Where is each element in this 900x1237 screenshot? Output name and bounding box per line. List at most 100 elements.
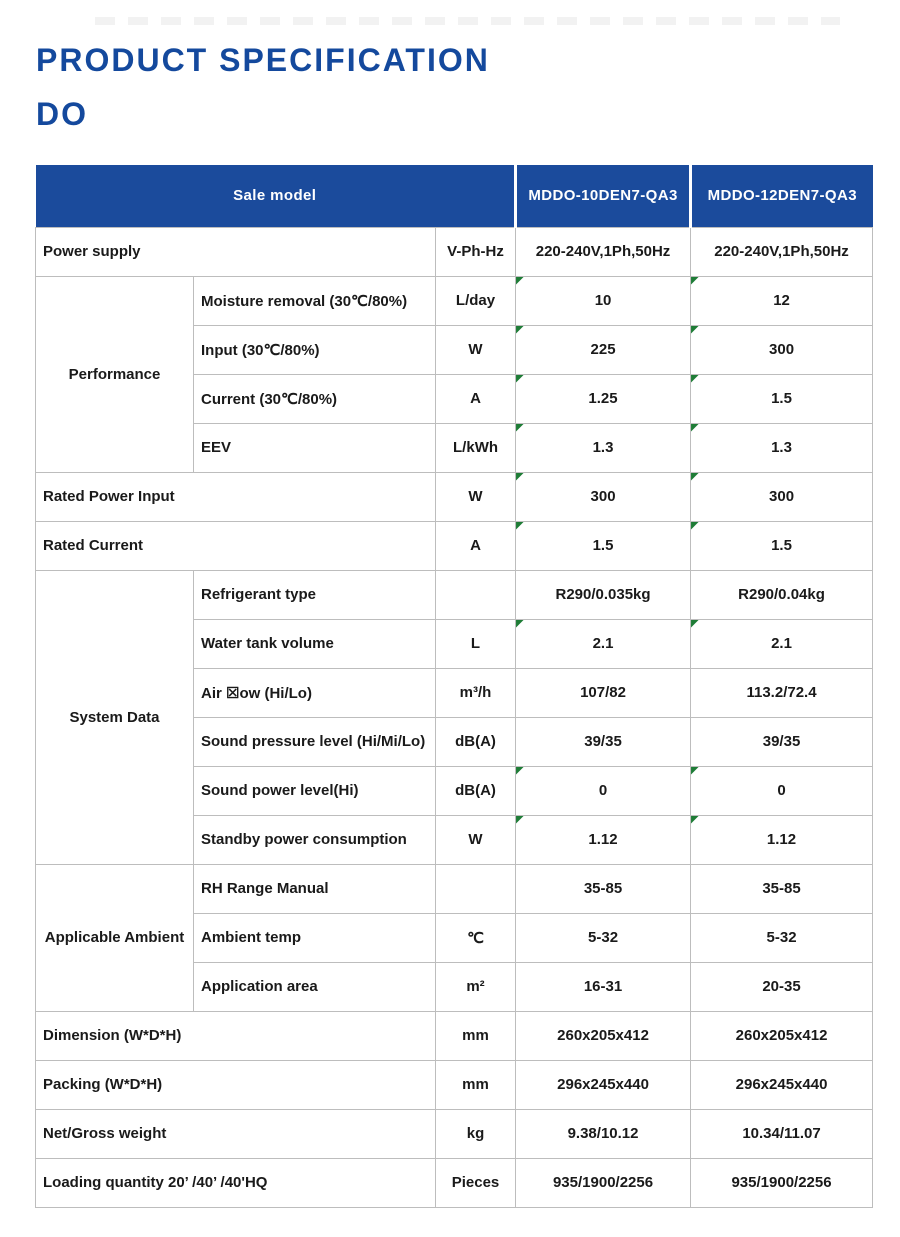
value-cell-model-2: 296x245x440 [690,1059,874,1110]
table-row: Sound pressure level (Hi/Mi/Lo) dB(A) 39/3… [36,716,874,767]
cutoff-text-remnant [95,17,840,25]
value-text: 225 [590,341,616,358]
table-row: Standby power consumption W 1.12 1.12 [36,814,874,865]
unit-cell: mm [434,1059,517,1110]
value-cell-model-2: R290/0.04kg [690,569,874,620]
value-cell-model-1: 2.1 [515,618,692,669]
cell-flag-triangle-icon [691,473,700,481]
row-label: Power supply [35,226,436,277]
value-text: 1.5 [771,390,792,407]
cell-flag-triangle-icon [516,522,525,530]
unit-cell: A [434,520,517,571]
group-cell: Applicable Ambient [35,863,194,1012]
cell-flag-triangle-icon [691,277,700,285]
page-subtitle: DO [36,96,88,132]
cell-flag-triangle-icon [516,277,525,285]
table-row: Application area m² 16-31 20-35 [36,961,874,1012]
spec-table-body: Power supply V-Ph-Hz 220-240V,1Ph,50Hz 220-… [35,226,874,1208]
value-text: 1.12 [766,831,797,848]
unit-cell: dB(A) [434,716,517,767]
unit-cell: W [434,814,517,865]
cell-flag-triangle-icon [516,473,525,481]
row-label: RH Range Manual [193,863,436,914]
value-text: 12 [773,292,790,309]
value-text: 300 [769,341,795,358]
row-label: EEV [193,422,436,473]
value-text: 220-240V,1Ph,50Hz [535,243,671,260]
value-cell-model-2: 300 [690,471,874,522]
table-row: Current (30℃/80%) A 1.25 1.5 [36,373,874,424]
value-text: 300 [590,488,616,505]
row-label: Standby power consumption [193,814,436,865]
unit-cell: kg [434,1108,517,1159]
value-text: R290/0.035kg [555,586,651,603]
row-label: Refrigerant type [193,569,436,620]
row-label: Current (30℃/80%) [193,373,436,424]
row-label: Sound pressure level (Hi/Mi/Lo) [193,716,436,767]
value-text: 1.3 [771,439,792,456]
row-label: Ambient temp [193,912,436,963]
row-label: Water tank volume [193,618,436,669]
value-cell-model-1: 1.25 [515,373,692,424]
value-text: 1.12 [588,831,618,848]
unit-cell: A [434,373,517,424]
value-text: 0 [598,782,608,799]
cell-flag-triangle-icon [691,326,700,334]
value-text: 0 [777,782,786,799]
unit-cell: W [434,471,517,522]
value-cell-model-1: 225 [515,324,692,375]
value-cell-model-2: 1.12 [690,814,874,865]
value-cell-model-1: 1.5 [515,520,692,571]
value-cell-model-1: 39/35 [515,716,692,767]
value-cell-model-1: 35-85 [515,863,692,914]
value-text: 5-32 [588,929,619,946]
cell-flag-triangle-icon [691,816,700,824]
value-text: R290/0.04kg [738,586,825,603]
value-cell-model-1: 260x205x412 [515,1010,692,1061]
table-row: Performance Moisture removal (30℃/80%) L/d… [35,275,874,473]
table-row: Input (30℃/80%) W 225 300 [36,324,874,375]
value-cell-model-1: 220-240V,1Ph,50Hz [515,226,692,277]
value-cell-model-1: 10 [515,275,692,326]
value-cell-model-1: 107/82 [515,667,692,718]
table-row: Rated Current A 1.5 1.5 [35,520,874,571]
table-row: Water tank volume L 2.1 2.1 [36,618,874,669]
value-cell-model-1: 935/1900/2256 [515,1157,692,1208]
value-text: 1.3 [592,439,614,456]
value-cell-model-2: 2.1 [690,618,874,669]
header-sale-model: Sale model [35,165,516,227]
value-cell-model-2: 0 [690,765,874,816]
value-text: 296x245x440 [557,1076,649,1093]
value-text: 220-240V,1Ph,50Hz [714,243,849,260]
table-row: Packing (W*D*H) mm 296x245x440 296x245x440 [35,1059,874,1110]
value-text: 20-35 [762,978,801,995]
table-row: Applicable Ambient RH Range Manual 35-85 35… [35,863,874,1012]
unit-cell: W [434,324,517,375]
table-row: Net/Gross weight kg 9.38/10.12 10.34/11.07 [35,1108,874,1159]
table-row: Air ☒ow (Hi/Lo) m³/h 107/82 113.2/72.4 [36,667,874,718]
value-cell-model-1: 5-32 [515,912,692,963]
value-cell-model-1: 296x245x440 [515,1059,692,1110]
table-header-row: Sale model MDDO-10DEN7-QA3 MDDO-12DEN7-Q… [35,165,873,227]
cell-flag-triangle-icon [691,375,700,383]
cell-flag-triangle-icon [516,424,525,432]
row-label: Sound power level(Hi) [193,765,436,816]
value-text: 5-32 [766,929,797,946]
row-label: Net/Gross weight [35,1108,436,1159]
row-label: Dimension (W*D*H) [35,1010,436,1061]
value-cell-model-1: 0 [515,765,692,816]
cell-flag-triangle-icon [516,767,525,775]
table-row: Loading quantity 20’ /40’ /40'HQ Pieces 93… [35,1157,874,1208]
unit-cell: m² [434,961,517,1012]
row-label: Input (30℃/80%) [193,324,436,375]
value-cell-model-1: 1.12 [515,814,692,865]
value-text: 1.5 [592,537,614,554]
unit-cell: V-Ph-Hz [434,226,517,277]
unit-cell: Pieces [434,1157,517,1208]
unit-cell: L [434,618,517,669]
value-cell-model-2: 10.34/11.07 [690,1108,874,1159]
value-cell-model-1: 300 [515,471,692,522]
value-text: 10 [594,292,612,309]
value-cell-model-2: 39/35 [690,716,874,767]
